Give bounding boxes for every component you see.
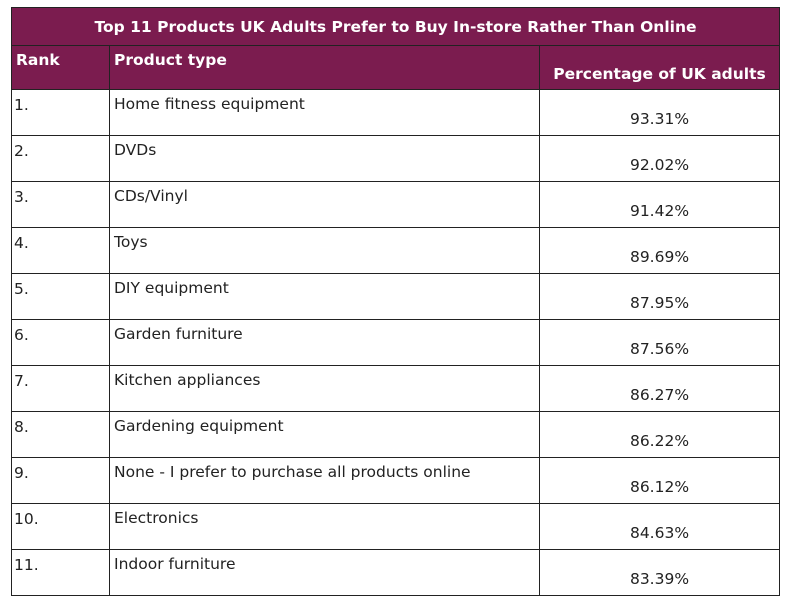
product-type-cell: Garden furniture (109, 319, 540, 366)
percentage-cell: 86.22% (538, 411, 781, 458)
percentage-cell: 84.63% (538, 503, 781, 550)
rank-cell: 1. (11, 89, 110, 136)
product-type-cell: CDs/Vinyl (109, 181, 540, 228)
column-header-product-type: Product type (109, 45, 540, 90)
percentage-cell: 86.12% (538, 457, 781, 504)
percentage-cell: 89.69% (538, 227, 781, 274)
table-row: 7. Kitchen appliances 86.27% (11, 365, 781, 412)
percentage-cell: 83.39% (538, 549, 781, 596)
title-row: Top 11 Products UK Adults Prefer to Buy … (10, 7, 781, 46)
data-table-container: Top 11 Products UK Adults Prefer to Buy … (10, 7, 781, 596)
rank-cell: 10. (11, 503, 110, 550)
product-type-cell: DIY equipment (109, 273, 540, 320)
percentage-cell: 87.95% (538, 273, 781, 320)
column-header-rank: Rank (11, 45, 110, 90)
percentage-cell: 92.02% (538, 135, 781, 182)
rank-cell: 2. (11, 135, 110, 182)
table-row: 11. Indoor furniture 83.39% (11, 549, 781, 596)
product-type-cell: Kitchen appliances (109, 365, 540, 412)
table-body: 1. Home fitness equipment 93.31% 2. DVDs 92.0… (11, 89, 781, 596)
percentage-cell: 87.56% (538, 319, 781, 366)
product-type-cell: Indoor furniture (109, 549, 540, 596)
table-title: Top 11 Products UK Adults Prefer to Buy … (10, 7, 781, 46)
rank-cell: 8. (11, 411, 110, 458)
percentage-cell: 91.42% (538, 181, 781, 228)
product-type-cell: None - I prefer to purchase all products… (109, 457, 540, 504)
column-header-percentage: Percentage of UK adults (538, 45, 781, 90)
rank-cell: 7. (11, 365, 110, 412)
table-row: 2. DVDs 92.02% (11, 135, 781, 182)
rank-cell: 6. (11, 319, 110, 366)
rank-cell: 5. (11, 273, 110, 320)
header-row: Rank Product type Percentage of UK adult… (11, 45, 781, 90)
table-row: 4. Toys 89.69% (11, 227, 781, 274)
table-row: 8. Gardening equipment 86.22% (11, 411, 781, 458)
table-row: 10. Electronics 84.63% (11, 503, 781, 550)
product-type-cell: Gardening equipment (109, 411, 540, 458)
rank-cell: 11. (11, 549, 110, 596)
rank-cell: 9. (11, 457, 110, 504)
table-row: 3. CDs/Vinyl 91.42% (11, 181, 781, 228)
rank-cell: 4. (11, 227, 110, 274)
product-type-cell: DVDs (109, 135, 540, 182)
products-table: Top 11 Products UK Adults Prefer to Buy … (10, 7, 781, 596)
percentage-cell: 93.31% (538, 89, 781, 136)
product-type-cell: Home fitness equipment (109, 89, 540, 136)
rank-cell: 3. (11, 181, 110, 228)
percentage-cell: 86.27% (538, 365, 781, 412)
product-type-cell: Toys (109, 227, 540, 274)
product-type-cell: Electronics (109, 503, 540, 550)
table-row: 5. DIY equipment 87.95% (11, 273, 781, 320)
table-row: 6. Garden furniture 87.56% (11, 319, 781, 366)
table-row: 1. Home fitness equipment 93.31% (11, 89, 781, 136)
table-row: 9. None - I prefer to purchase all produc… (11, 457, 781, 504)
